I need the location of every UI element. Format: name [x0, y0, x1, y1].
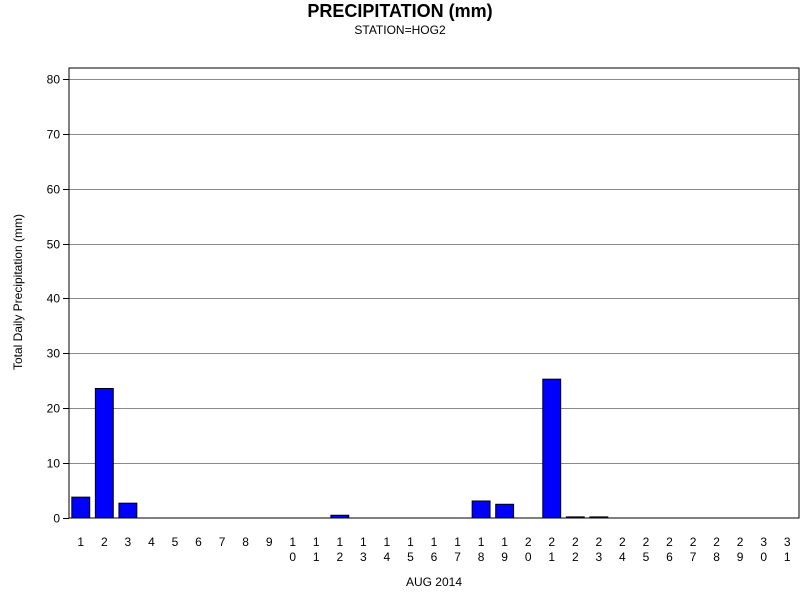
x-tick-label: 4 — [148, 535, 155, 549]
x-tick-label: 12 — [336, 535, 343, 564]
y-tick-label: 10 — [47, 457, 61, 471]
bar-day-1 — [72, 497, 90, 518]
x-tick-label: 29 — [737, 535, 744, 564]
x-tick-label: 24 — [619, 535, 626, 564]
x-tick-label: 18 — [478, 535, 485, 564]
x-tick-label: 5 — [172, 535, 179, 549]
y-tick-label: 30 — [47, 347, 61, 361]
x-tick-label: 16 — [431, 535, 438, 564]
x-tick-label: 19 — [501, 535, 508, 564]
y-tick-label: 70 — [47, 128, 61, 142]
x-tick-label: 28 — [713, 535, 720, 564]
x-tick-label: 25 — [643, 535, 650, 564]
x-tick-label: 22 — [572, 535, 579, 564]
x-tick-label: 27 — [690, 535, 697, 564]
x-tick-label: 21 — [548, 535, 555, 564]
x-tick-label: 11 — [313, 535, 320, 564]
x-tick-label: 10 — [289, 535, 296, 564]
y-tick-label: 80 — [47, 73, 61, 87]
x-tick-label: 31 — [784, 535, 791, 564]
y-tick-label: 0 — [53, 512, 60, 526]
x-tick-label: 1 — [77, 535, 84, 549]
x-tick-label: 8 — [242, 535, 249, 549]
x-tick-label: 13 — [360, 535, 367, 564]
x-tick-label: 3 — [125, 535, 132, 549]
x-tick-label: 6 — [195, 535, 202, 549]
bar-day-3 — [119, 503, 137, 518]
plot-frame — [69, 68, 799, 518]
x-tick-label: 23 — [595, 535, 602, 564]
y-tick-label: 20 — [47, 402, 61, 416]
x-tick-label: 17 — [454, 535, 461, 564]
bar-day-18 — [472, 501, 490, 518]
x-tick-label: 9 — [266, 535, 273, 549]
x-tick-label: 14 — [384, 535, 391, 564]
bar-day-21 — [543, 379, 561, 518]
bar-day-19 — [496, 504, 514, 518]
x-tick-label: 7 — [219, 535, 226, 549]
y-tick-label: 60 — [47, 183, 61, 197]
x-tick-label: 26 — [666, 535, 673, 564]
x-tick-label: 15 — [407, 535, 414, 564]
x-axis-label: AUG 2014 — [406, 575, 462, 589]
y-tick-label: 50 — [47, 238, 61, 252]
bar-day-2 — [95, 388, 113, 518]
x-tick-label: 30 — [760, 535, 767, 564]
x-tick-label: 2 — [101, 535, 108, 549]
y-tick-label: 40 — [47, 292, 61, 306]
x-tick-label: 20 — [525, 535, 532, 564]
y-axis-label: Total Daily Precipitation (mm) — [11, 214, 25, 370]
